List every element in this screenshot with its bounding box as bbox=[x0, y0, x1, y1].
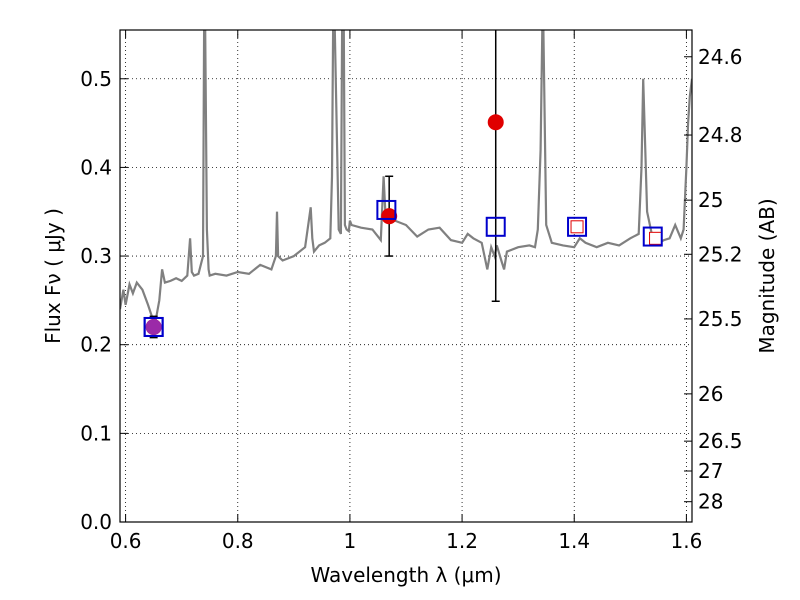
model-point bbox=[567, 216, 588, 237]
x-tick-label: 0.6 bbox=[110, 529, 142, 553]
y2-tick-label: 24.6 bbox=[698, 45, 743, 69]
x-tick-label: 1.4 bbox=[558, 529, 590, 553]
plot-marks bbox=[120, 30, 692, 339]
y2-tick-label: 25.5 bbox=[698, 307, 743, 331]
y-tick-label: 0.1 bbox=[80, 421, 112, 445]
observed-point bbox=[649, 231, 663, 245]
y2-tick-label: 25 bbox=[698, 188, 723, 212]
model-point bbox=[143, 316, 164, 337]
grid bbox=[120, 30, 692, 522]
y2-tick-label: 27 bbox=[698, 459, 723, 483]
observed-point bbox=[381, 208, 398, 225]
x-tick-label: 1.6 bbox=[670, 529, 702, 553]
spectrum-line bbox=[120, 30, 692, 326]
y2-tick-label: 26 bbox=[698, 382, 723, 406]
y2-tick-label: 26.5 bbox=[698, 429, 743, 453]
x-tick-label: 0.8 bbox=[222, 529, 254, 553]
ticks: 0.6 0.8 1 1.2 1.4 1.6 0.0 0.1 0.2 0.3 0.4 0.5 24.6 24… bbox=[80, 30, 743, 553]
y-tick-label: 0.4 bbox=[80, 155, 112, 179]
y-tick-label: 0.2 bbox=[80, 333, 112, 357]
x-axis-label: Wavelength λ (μm) bbox=[310, 563, 501, 587]
model-point bbox=[485, 216, 506, 237]
y-tick-label: 0.3 bbox=[80, 244, 112, 268]
overlap-point bbox=[145, 318, 162, 335]
y-tick-label: 0.5 bbox=[80, 67, 112, 91]
y2-tick-label: 28 bbox=[698, 490, 723, 514]
observed-point bbox=[487, 114, 504, 131]
x-tick-label: 1.2 bbox=[446, 529, 478, 553]
x-tick-label: 1 bbox=[344, 529, 357, 553]
model-point bbox=[642, 226, 663, 247]
y2-axis-label: Magnitude (AB) bbox=[755, 198, 779, 353]
y-tick-label: 0.0 bbox=[80, 510, 112, 534]
y-axis-label: Flux Fν ( μJy ) bbox=[41, 208, 65, 344]
observed-point bbox=[570, 220, 584, 234]
plot-frame bbox=[119, 29, 693, 523]
y2-tick-label: 24.8 bbox=[698, 123, 743, 147]
model-point bbox=[376, 199, 397, 220]
plot-area bbox=[120, 30, 692, 522]
y2-tick-label: 25.2 bbox=[698, 242, 743, 266]
